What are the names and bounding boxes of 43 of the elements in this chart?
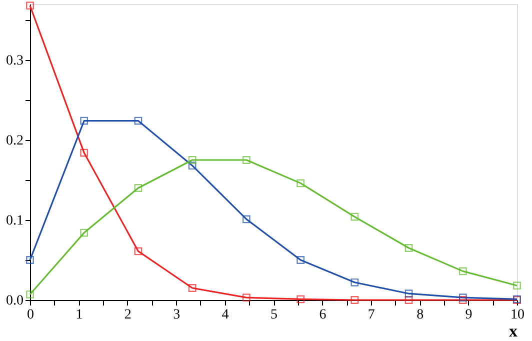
x-tick-label: 3 [173,308,180,322]
point [350,278,359,286]
point [404,244,413,252]
x-tick-label: 0 [27,308,34,322]
point [26,2,34,10]
point [134,247,142,256]
y-tick-label: 0.1 [6,214,24,228]
y-tick-label: 0.0 [6,294,24,308]
point [404,296,413,304]
x-tick-label: 4 [222,308,229,322]
x-tick-label: 10 [510,308,524,322]
y-tick-label: 0.2 [6,134,24,148]
x-tick-label: 2 [124,308,132,322]
point [188,162,196,170]
point [458,267,467,276]
x-axis-title: x [509,322,518,340]
point [242,215,250,224]
x-tick-label: 8 [416,308,424,322]
x-tick-label: 9 [465,308,472,322]
point [188,284,196,292]
point [296,295,305,304]
x-tick-label: 6 [319,308,326,322]
point [188,156,196,164]
point [134,184,142,192]
x-tick-label: 7 [368,308,375,322]
point [296,256,305,264]
point [350,212,359,221]
point [134,116,142,125]
point [350,296,359,304]
x-tick-label: 1 [76,308,83,322]
y-tick-label: 0.3 [6,54,24,68]
point [404,290,413,298]
point [296,179,305,188]
x-tick-label: 5 [270,308,278,322]
point [26,256,34,264]
point [80,228,88,237]
point [513,282,521,290]
point [26,290,34,298]
point [458,294,467,302]
point [242,156,250,164]
point [80,116,88,125]
point [80,148,88,157]
point [242,294,250,302]
